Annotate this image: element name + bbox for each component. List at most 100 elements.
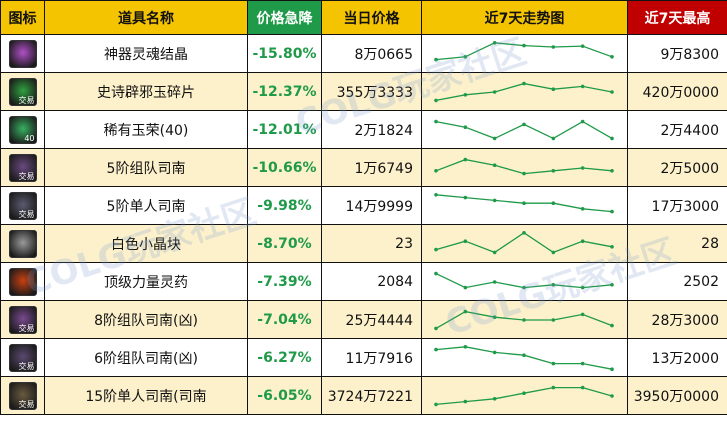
trend-line	[435, 272, 613, 288]
trend-sparkline-cell	[421, 72, 628, 111]
table-row[interactable]: 白色小晶块 -8.70% 23 28	[0, 224, 727, 263]
item-icon-cell	[0, 34, 45, 73]
compass-icon: 交易	[8, 381, 37, 410]
item-name: 稀有玉荣(40)	[44, 110, 248, 149]
trend-point	[610, 323, 614, 327]
table-row[interactable]: 交易 8阶组队司南(凶) -7.04% 25万4444 28万3000	[0, 300, 727, 339]
trend-line	[435, 386, 613, 405]
price-drop-table: 图标 道具名称 价格急降 当日价格 近7天走势图 近7天最高 神器灵魂结晶 -15…	[0, 0, 727, 415]
compass-icon: 交易	[8, 343, 37, 372]
trend-point	[522, 122, 526, 126]
trend-point	[580, 238, 585, 243]
icon-badge-text: 交易	[18, 209, 35, 219]
trend-point	[551, 86, 556, 91]
trend-point	[551, 44, 556, 49]
price-drop-percent: -15.80%	[247, 34, 322, 73]
today-price: 2084	[321, 262, 422, 301]
trend-sparkline	[434, 309, 614, 330]
trend-point	[434, 119, 438, 123]
trend-point	[492, 136, 497, 140]
compass-icon: 交易	[8, 191, 37, 220]
trend-point	[434, 326, 438, 330]
trend-sparkline-cell	[421, 376, 628, 415]
trend-point	[463, 157, 468, 161]
trend-sparkline-cell	[421, 262, 628, 301]
trend-point	[551, 168, 556, 173]
icon-badge-text: 交易	[18, 171, 35, 181]
header-name: 道具名称	[44, 0, 248, 35]
item-name: 神器灵魂结晶	[44, 34, 248, 73]
item-name: 5阶组队司南	[44, 148, 248, 187]
table-row[interactable]: 40 稀有玉荣(40) -12.01% 2万1824 2万4400	[0, 110, 727, 149]
price-drop-percent: -7.39%	[247, 262, 322, 301]
trend-point	[492, 250, 497, 254]
table-row[interactable]: 交易 6阶组队司南(凶) -6.27% 11万7916 13万2000	[0, 338, 727, 377]
trend-point	[610, 366, 614, 371]
trend-point	[610, 54, 614, 59]
price-drop-percent: -12.37%	[247, 72, 322, 111]
trend-point	[492, 198, 497, 202]
table-row[interactable]: 交易 史诗辟邪玉碎片 -12.37% 355万3333 420万0000	[0, 72, 727, 111]
trend-line	[435, 345, 613, 370]
trend-point	[580, 312, 585, 316]
trend-line	[435, 158, 613, 174]
seven-day-max: 28万3000	[627, 300, 727, 339]
compass-icon: 交易	[8, 153, 37, 182]
trend-point	[522, 171, 526, 175]
header-today-price[interactable]: 当日价格	[321, 0, 422, 35]
price-drop-percent: -6.05%	[247, 376, 322, 415]
strength-elixir-icon	[8, 267, 37, 296]
trend-point	[580, 43, 585, 48]
trend-point	[492, 350, 497, 354]
trend-point	[434, 98, 438, 102]
table-row[interactable]: 神器灵魂结晶 -15.80% 8万0665 9万8300	[0, 34, 727, 73]
item-name: 6阶组队司南(凶)	[44, 338, 248, 377]
price-drop-percent: -9.98%	[247, 186, 322, 225]
item-icon-cell	[0, 262, 45, 301]
today-price: 8万0665	[321, 34, 422, 73]
seven-day-max: 420万0000	[627, 72, 727, 111]
trend-point	[492, 89, 497, 94]
seven-day-max: 2万4400	[627, 110, 727, 149]
item-icon-cell: 交易	[0, 148, 45, 187]
table-row[interactable]: 交易 5阶单人司南 -9.98% 14万9999 17万3000	[0, 186, 727, 225]
trend-sparkline	[434, 157, 614, 175]
green-jade-shard-icon: 交易	[8, 77, 37, 106]
icon-badge-text: 40	[24, 133, 35, 143]
trend-point	[551, 136, 556, 140]
item-name: 顶级力量灵药	[44, 262, 248, 301]
trend-point	[492, 396, 497, 401]
table-row[interactable]: 交易 5阶组队司南 -10.66% 1万6749 2万5000	[0, 148, 727, 187]
trend-point	[580, 119, 585, 123]
trend-sparkline-cell	[421, 148, 628, 187]
trend-sparkline-cell	[421, 224, 628, 263]
price-drop-percent: -7.04%	[247, 300, 322, 339]
trend-sparkline-cell	[421, 338, 628, 377]
item-name: 5阶单人司南	[44, 186, 248, 225]
today-price: 25万4444	[321, 300, 422, 339]
item-name: 史诗辟邪玉碎片	[44, 72, 248, 111]
purple-soul-crystal-icon	[8, 39, 37, 68]
trend-sparkline	[434, 40, 614, 61]
price-drop-percent: -6.27%	[247, 338, 322, 377]
trend-point	[463, 285, 468, 289]
trend-point	[434, 271, 438, 275]
item-name: 15阶单人司南(司南	[44, 376, 248, 415]
trend-point	[610, 168, 614, 173]
white-crystal-icon	[8, 229, 37, 258]
trend-point	[522, 352, 526, 357]
trend-point	[610, 244, 614, 249]
trend-point	[522, 43, 526, 47]
today-price: 11万7916	[321, 338, 422, 377]
price-drop-percent: -8.70%	[247, 224, 322, 263]
header-price-drop[interactable]: 价格急降	[247, 0, 322, 35]
trend-sparkline-cell	[421, 110, 628, 149]
trend-point	[610, 136, 614, 140]
table-row[interactable]: 顶级力量灵药 -7.39% 2084 2502	[0, 262, 727, 301]
table-row[interactable]: 交易 15阶单人司南(司南 -6.05% 3724万7221 3950万0000	[0, 376, 727, 415]
header-icon: 图标	[0, 0, 45, 35]
trend-point	[580, 84, 585, 88]
header-7day-max[interactable]: 近7天最高	[627, 0, 727, 35]
trend-sparkline	[434, 385, 614, 406]
trend-sparkline	[434, 119, 614, 140]
